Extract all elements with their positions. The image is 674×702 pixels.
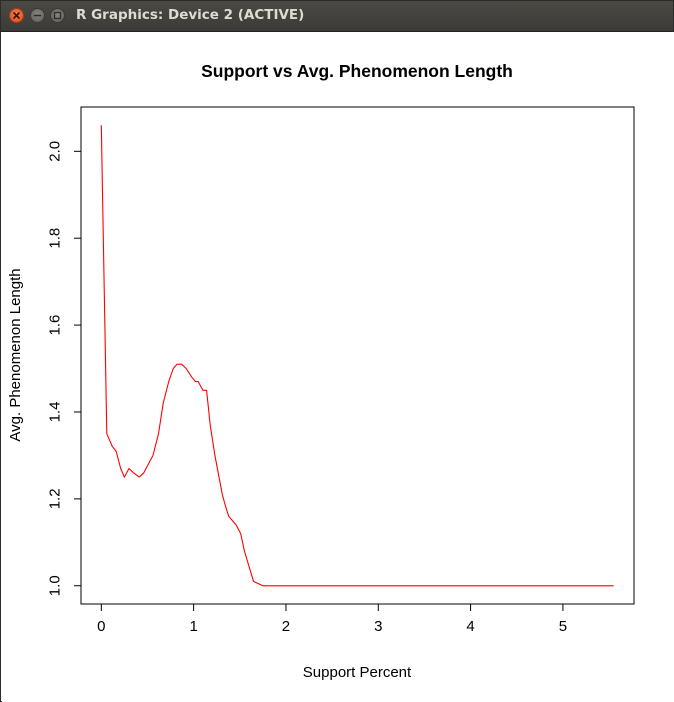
x-tick-label: 2: [282, 618, 290, 635]
x-tick-label: 0: [97, 618, 105, 635]
close-window-button[interactable]: [9, 8, 24, 23]
x-axis-label: Support Percent: [303, 664, 412, 681]
x-tick-label: 3: [374, 618, 382, 635]
series-layer: [100, 125, 614, 587]
x-tick-label: 4: [466, 618, 474, 635]
y-tick-label: 1.0: [47, 575, 64, 596]
y-tick-label: 1.8: [47, 228, 64, 249]
minimize-icon: [33, 14, 42, 17]
window-title: R Graphics: Device 2 (ACTIVE): [76, 7, 305, 23]
x-tick-label: 1: [189, 618, 197, 635]
y-tick-label: 2.0: [47, 141, 64, 162]
plot-canvas: Support vs Avg. Phenomenon Length 0 1 2 3 4 5…: [2, 32, 674, 702]
chart-title: Support vs Avg. Phenomenon Length: [201, 61, 513, 81]
plot-box: [80, 106, 635, 605]
x-tick-label: 5: [559, 618, 567, 635]
y-tick-label: 1.4: [47, 402, 64, 423]
maximize-window-button[interactable]: [50, 8, 65, 23]
series-line: [100, 125, 614, 587]
x-axis: 0 1 2 3 4 5: [97, 603, 567, 635]
close-icon: [13, 12, 20, 19]
y-axis-label: Avg. Phenomenon Length: [7, 268, 24, 441]
line-chart: Support vs Avg. Phenomenon Length 0 1 2 3 4 5…: [7, 61, 635, 681]
y-tick-label: 1.6: [47, 315, 64, 336]
y-axis: 1.0 1.2 1.4 1.6 1.8 2.0: [47, 141, 82, 596]
title-bar[interactable]: R Graphics: Device 2 (ACTIVE): [1, 1, 673, 32]
y-tick-label: 1.2: [47, 488, 64, 509]
maximize-icon: [53, 11, 62, 20]
minimize-window-button[interactable]: [30, 8, 45, 23]
